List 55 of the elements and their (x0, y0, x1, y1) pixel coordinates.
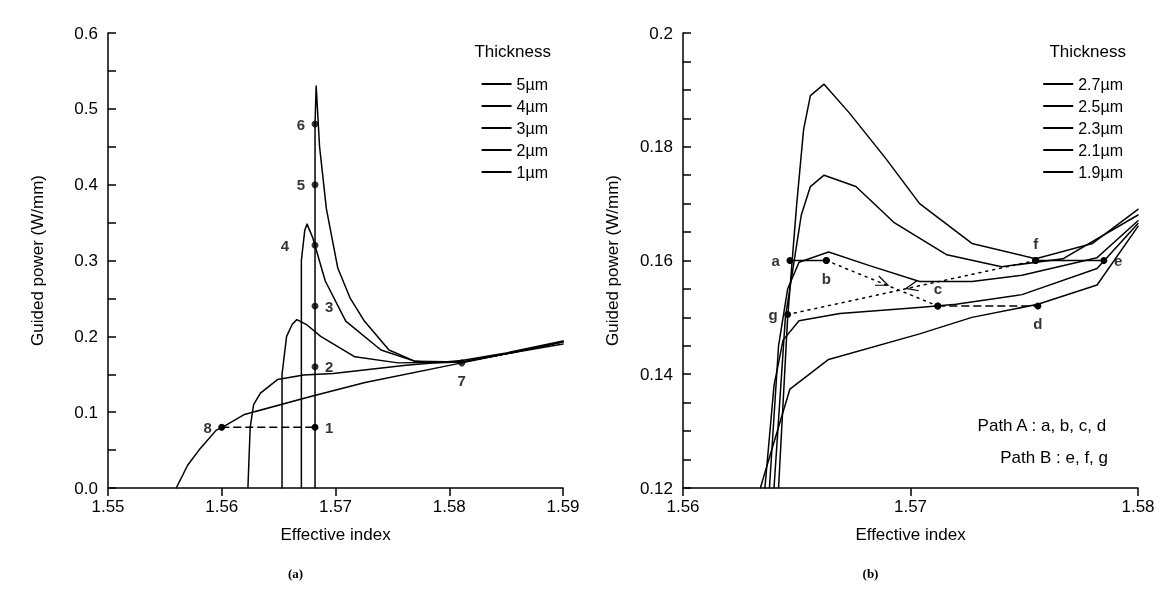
legend-label: 2.5µm (1078, 97, 1124, 115)
y-axis-title: Guided power (W/mm) (603, 175, 622, 346)
y-tick-label: 0.2 (74, 326, 98, 346)
annotation: 7 (457, 371, 466, 389)
y-tick-label: 0.4 (74, 175, 98, 195)
annotation: f (1033, 234, 1040, 252)
x-tick-label: 1.56 (205, 497, 239, 516)
legend-label: 2.3µm (1078, 119, 1124, 137)
x-axis-title: Effective index (855, 525, 967, 544)
annotation: 2 (325, 358, 334, 376)
y-tick-label: 0.3 (74, 251, 98, 270)
annotation: 6 (296, 115, 306, 133)
x-tick-label: 1.58 (432, 497, 466, 516)
y-tick-label: 0.6 (74, 23, 98, 43)
annotation: e (1113, 252, 1123, 269)
x-tick-label: 1.58 (1121, 497, 1155, 516)
legend-label: 1.9µm (1078, 163, 1124, 181)
legend-label: 3µm (516, 119, 549, 137)
annotation: Path A : a, b, c, d (977, 416, 1107, 435)
y-axis-title: Guided power (W/mm) (28, 175, 47, 346)
text: (a) (287, 566, 304, 581)
annotation: d (1033, 315, 1043, 332)
annotation: g (768, 306, 778, 324)
legend-title: Thickness (1049, 42, 1127, 61)
annotation: 3 (325, 297, 334, 315)
legend-label: 2.7µm (1078, 75, 1124, 93)
annotation: 1 (325, 418, 334, 436)
y-tick-label: 0.1 (74, 402, 98, 422)
y-tick-label: 0.18 (639, 137, 673, 157)
legend-label: 5µm (516, 75, 549, 93)
text: (b) (862, 566, 879, 581)
x-tick-label: 1.57 (318, 497, 353, 516)
annotation: a (771, 252, 781, 269)
legend-label: 2.1µm (1078, 141, 1124, 159)
x-tick-label: 1.56 (666, 497, 700, 516)
legend-title: Thickness (474, 42, 552, 61)
y-tick-label: 0.5 (74, 99, 98, 119)
x-tick-label: 1.59 (546, 497, 580, 516)
y-tick-label: 0.16 (639, 251, 673, 270)
annotation: 4 (280, 236, 290, 254)
legend-label: 1µm (516, 163, 549, 181)
y-tick-label: 0.12 (639, 478, 673, 498)
annotation: b (821, 269, 831, 287)
annotation: c (933, 280, 942, 297)
y-tick-label: 0.14 (639, 364, 673, 384)
annotation: 5 (296, 176, 306, 194)
y-tick-label: 0.0 (74, 478, 98, 498)
y-tick-label: 0.2 (649, 23, 673, 43)
legend-label: 4µm (516, 97, 549, 115)
annotation: Path B : e, f, g (1000, 448, 1109, 467)
x-axis-title: Effective index (280, 525, 392, 544)
x-tick-label: 1.57 (893, 497, 928, 516)
x-tick-label: 1.55 (91, 497, 125, 516)
legend-label: 2µm (516, 141, 549, 159)
annotation: 8 (203, 418, 212, 436)
